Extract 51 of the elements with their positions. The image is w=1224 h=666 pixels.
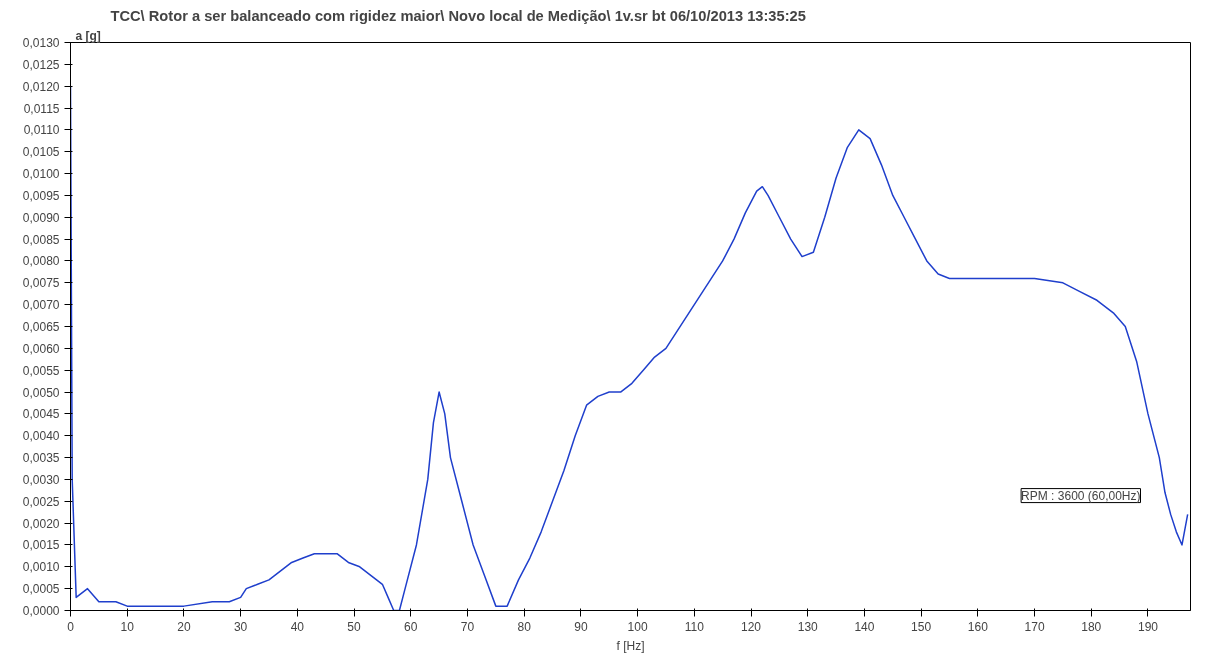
y-tick-label: 0,0020 [22, 516, 60, 531]
y-tick-label: 0,0040 [22, 429, 60, 444]
y-tick-label: 0,0045 [22, 407, 60, 422]
y-tick-label: 0,0085 [22, 232, 60, 247]
y-tick-label: 0,0065 [22, 320, 60, 334]
x-tick-label: 0 [67, 619, 75, 634]
x-tick-label: 120 [741, 619, 762, 634]
y-tick-label: 0,0055 [22, 363, 60, 378]
y-axis-title: a [g] [75, 28, 101, 43]
y-tick-label: 0,0030 [22, 472, 60, 487]
annotation: RPM : 3600 (60,00Hz) [1021, 488, 1141, 503]
y-tick-label: 0,0075 [22, 276, 60, 291]
x-tick-label: 40 [290, 619, 305, 634]
y-tick-label: 0,0105 [22, 145, 60, 160]
y-tick-label: 0,0100 [22, 167, 60, 182]
y-tick-label: 0,0095 [22, 188, 60, 203]
x-tick-label: 110 [684, 619, 705, 634]
y-tick-label: 0,0060 [22, 341, 60, 356]
x-tick-label: 90 [574, 619, 588, 634]
y-tick-label: 0,0080 [22, 254, 60, 269]
y-tick-label: 0,0010 [22, 560, 60, 575]
x-tick-label: 170 [1024, 619, 1045, 634]
x-tick-label: 20 [177, 619, 191, 634]
x-tick-label: 140 [854, 619, 875, 634]
x-tick-label: 60 [404, 619, 418, 634]
y-tick-label: 0,0050 [22, 385, 60, 400]
x-tick-label: 160 [967, 619, 989, 634]
x-tick-label: 10 [120, 619, 135, 634]
y-tick-label: 0,0130 [22, 36, 60, 50]
x-tick-label: 50 [347, 619, 362, 634]
x-tick-label: 130 [797, 619, 819, 634]
y-tick-label: 0,0125 [22, 57, 60, 72]
y-tick-label: 0,0015 [22, 538, 60, 553]
y-tick-label: 0,0025 [22, 494, 60, 509]
y-tick-label: 0,0120 [22, 79, 60, 94]
y-tick-label: 0,0035 [22, 451, 60, 466]
x-tick-label: 30 [233, 619, 248, 634]
y-tick-label: 0,0115 [23, 101, 60, 116]
x-axis-title: f [Hz] [616, 638, 645, 653]
x-tick-label: 80 [517, 619, 532, 634]
y-tick-label: 0,0000 [22, 604, 60, 618]
y-tick-label: 0,0070 [22, 298, 60, 313]
chart-title: TCC\ Rotor a ser balanceado com rigidez maior\ Novo local de Medição\ 1v.sr bt 06/10/2013 13:35:25 [110, 7, 806, 24]
x-tick-label: 190 [1137, 619, 1159, 634]
x-tick-label: 150 [911, 619, 932, 634]
x-tick-label: 180 [1081, 619, 1102, 634]
x-tick-label: 70 [460, 619, 475, 634]
y-tick-label: 0,0110 [23, 123, 60, 138]
y-tick-label: 0,0005 [22, 582, 60, 597]
y-tick-label: 0,0090 [22, 210, 60, 225]
x-tick-label: 100 [627, 619, 648, 634]
